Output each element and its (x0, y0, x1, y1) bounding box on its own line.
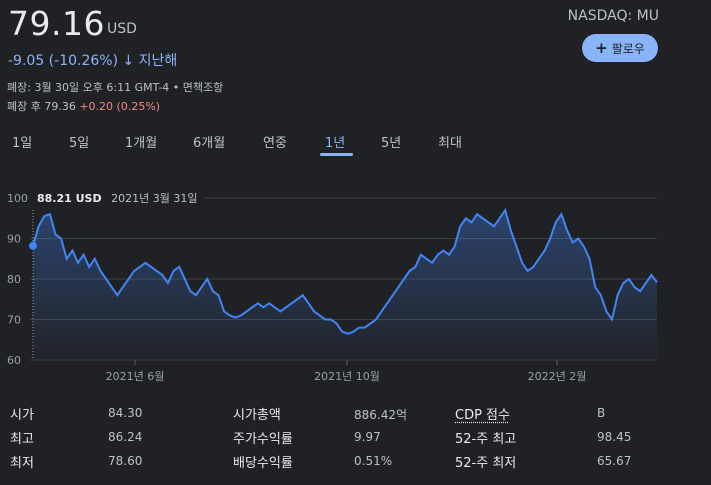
arrow-down-icon: ↓ (122, 53, 135, 69)
range-tabs: 1일 5일 1개월 6개월 연중 1년 5년 최대 (0, 128, 711, 158)
tab-ytd[interactable]: 연중 (263, 136, 287, 151)
current-price: 79.16 (8, 4, 105, 43)
price-change: -9.05 (-10.26%) ↓ 지난해 (8, 50, 177, 70)
stat-label-market-cap: 시가총액 (233, 408, 281, 423)
stat-label-high: 최고 (10, 432, 34, 447)
follow-label: 팔로우 (611, 41, 645, 56)
price-area (33, 210, 657, 360)
close-info: 폐장: 3월 30일 오후 6:11 GMT-4 • 면책조항 (7, 81, 224, 94)
y-tick-label: 90 (7, 233, 21, 246)
stat-label-cdp-score[interactable]: CDP 점수 (455, 408, 510, 423)
currency-label: USD (107, 21, 137, 37)
tab-5y[interactable]: 5년 (381, 136, 402, 151)
change-period: 지난해 (138, 53, 178, 69)
tooltip-price: 88.21 USD (37, 192, 102, 205)
stat-value-52w-low: 65.67 (597, 454, 632, 468)
tab-1y[interactable]: 1년 (325, 136, 346, 151)
y-tick-label: 100 (7, 192, 28, 205)
stat-value-52w-high: 98.45 (597, 430, 632, 444)
x-tick-label: 2021년 6월 (106, 370, 165, 383)
stat-value-cdp-score: B (597, 406, 606, 420)
chart-tooltip: 88.21 USD 2021년 3월 31일 (30, 186, 205, 210)
y-tick-label: 80 (7, 273, 21, 286)
x-tick-label: 2022년 2월 (528, 370, 587, 383)
stat-value-high: 86.24 (108, 430, 143, 444)
price-line (32, 207, 658, 335)
stat-label-52w-high: 52-주 최고 (455, 432, 517, 447)
tab-6m[interactable]: 6개월 (193, 136, 226, 151)
tab-1d[interactable]: 1일 (12, 136, 33, 151)
stat-label-open: 시가 (10, 408, 34, 423)
after-hours-price: 폐장 후 79.36 (7, 100, 76, 113)
tooltip-date: 2021년 3월 31일 (111, 192, 198, 205)
exchange-ticker: NASDAQ: MU (567, 8, 659, 24)
price-chart[interactable]: 100 90 80 70 60 2021년 6월 2021년 10월 2022년 2월 (0, 170, 711, 390)
stat-value-market-cap: 886.42억 (354, 408, 408, 422)
tab-1m[interactable]: 1개월 (125, 136, 158, 151)
stat-label-pe-ratio: 주가수익률 (233, 432, 293, 447)
price-change-value: -9.05 (-10.26%) (8, 53, 119, 69)
stat-label-low: 최저 (10, 456, 34, 471)
plus-icon: + (595, 38, 608, 57)
hover-point (29, 241, 37, 250)
stat-value-pe-ratio: 9.97 (354, 430, 381, 444)
y-tick-label: 60 (7, 354, 21, 367)
tab-max[interactable]: 최대 (438, 136, 462, 151)
stat-label-dividend-yield: 배당수익률 (233, 456, 293, 471)
x-tick-label: 2021년 10월 (314, 370, 380, 383)
after-hours-change: +0.20 (0.25%) (79, 100, 161, 113)
stat-value-low: 78.60 (108, 454, 143, 468)
stat-value-open: 84.30 (108, 406, 143, 420)
y-tick-label: 70 (7, 314, 21, 327)
follow-button[interactable]: + 팔로우 (582, 34, 658, 62)
active-tab-indicator (320, 153, 353, 156)
stat-value-dividend-yield: 0.51% (354, 454, 393, 468)
after-hours-info: 폐장 후 79.36 +0.20 (0.25%) (7, 98, 160, 114)
tab-5d[interactable]: 5일 (69, 136, 90, 151)
stat-label-52w-low: 52-주 최저 (455, 456, 517, 471)
